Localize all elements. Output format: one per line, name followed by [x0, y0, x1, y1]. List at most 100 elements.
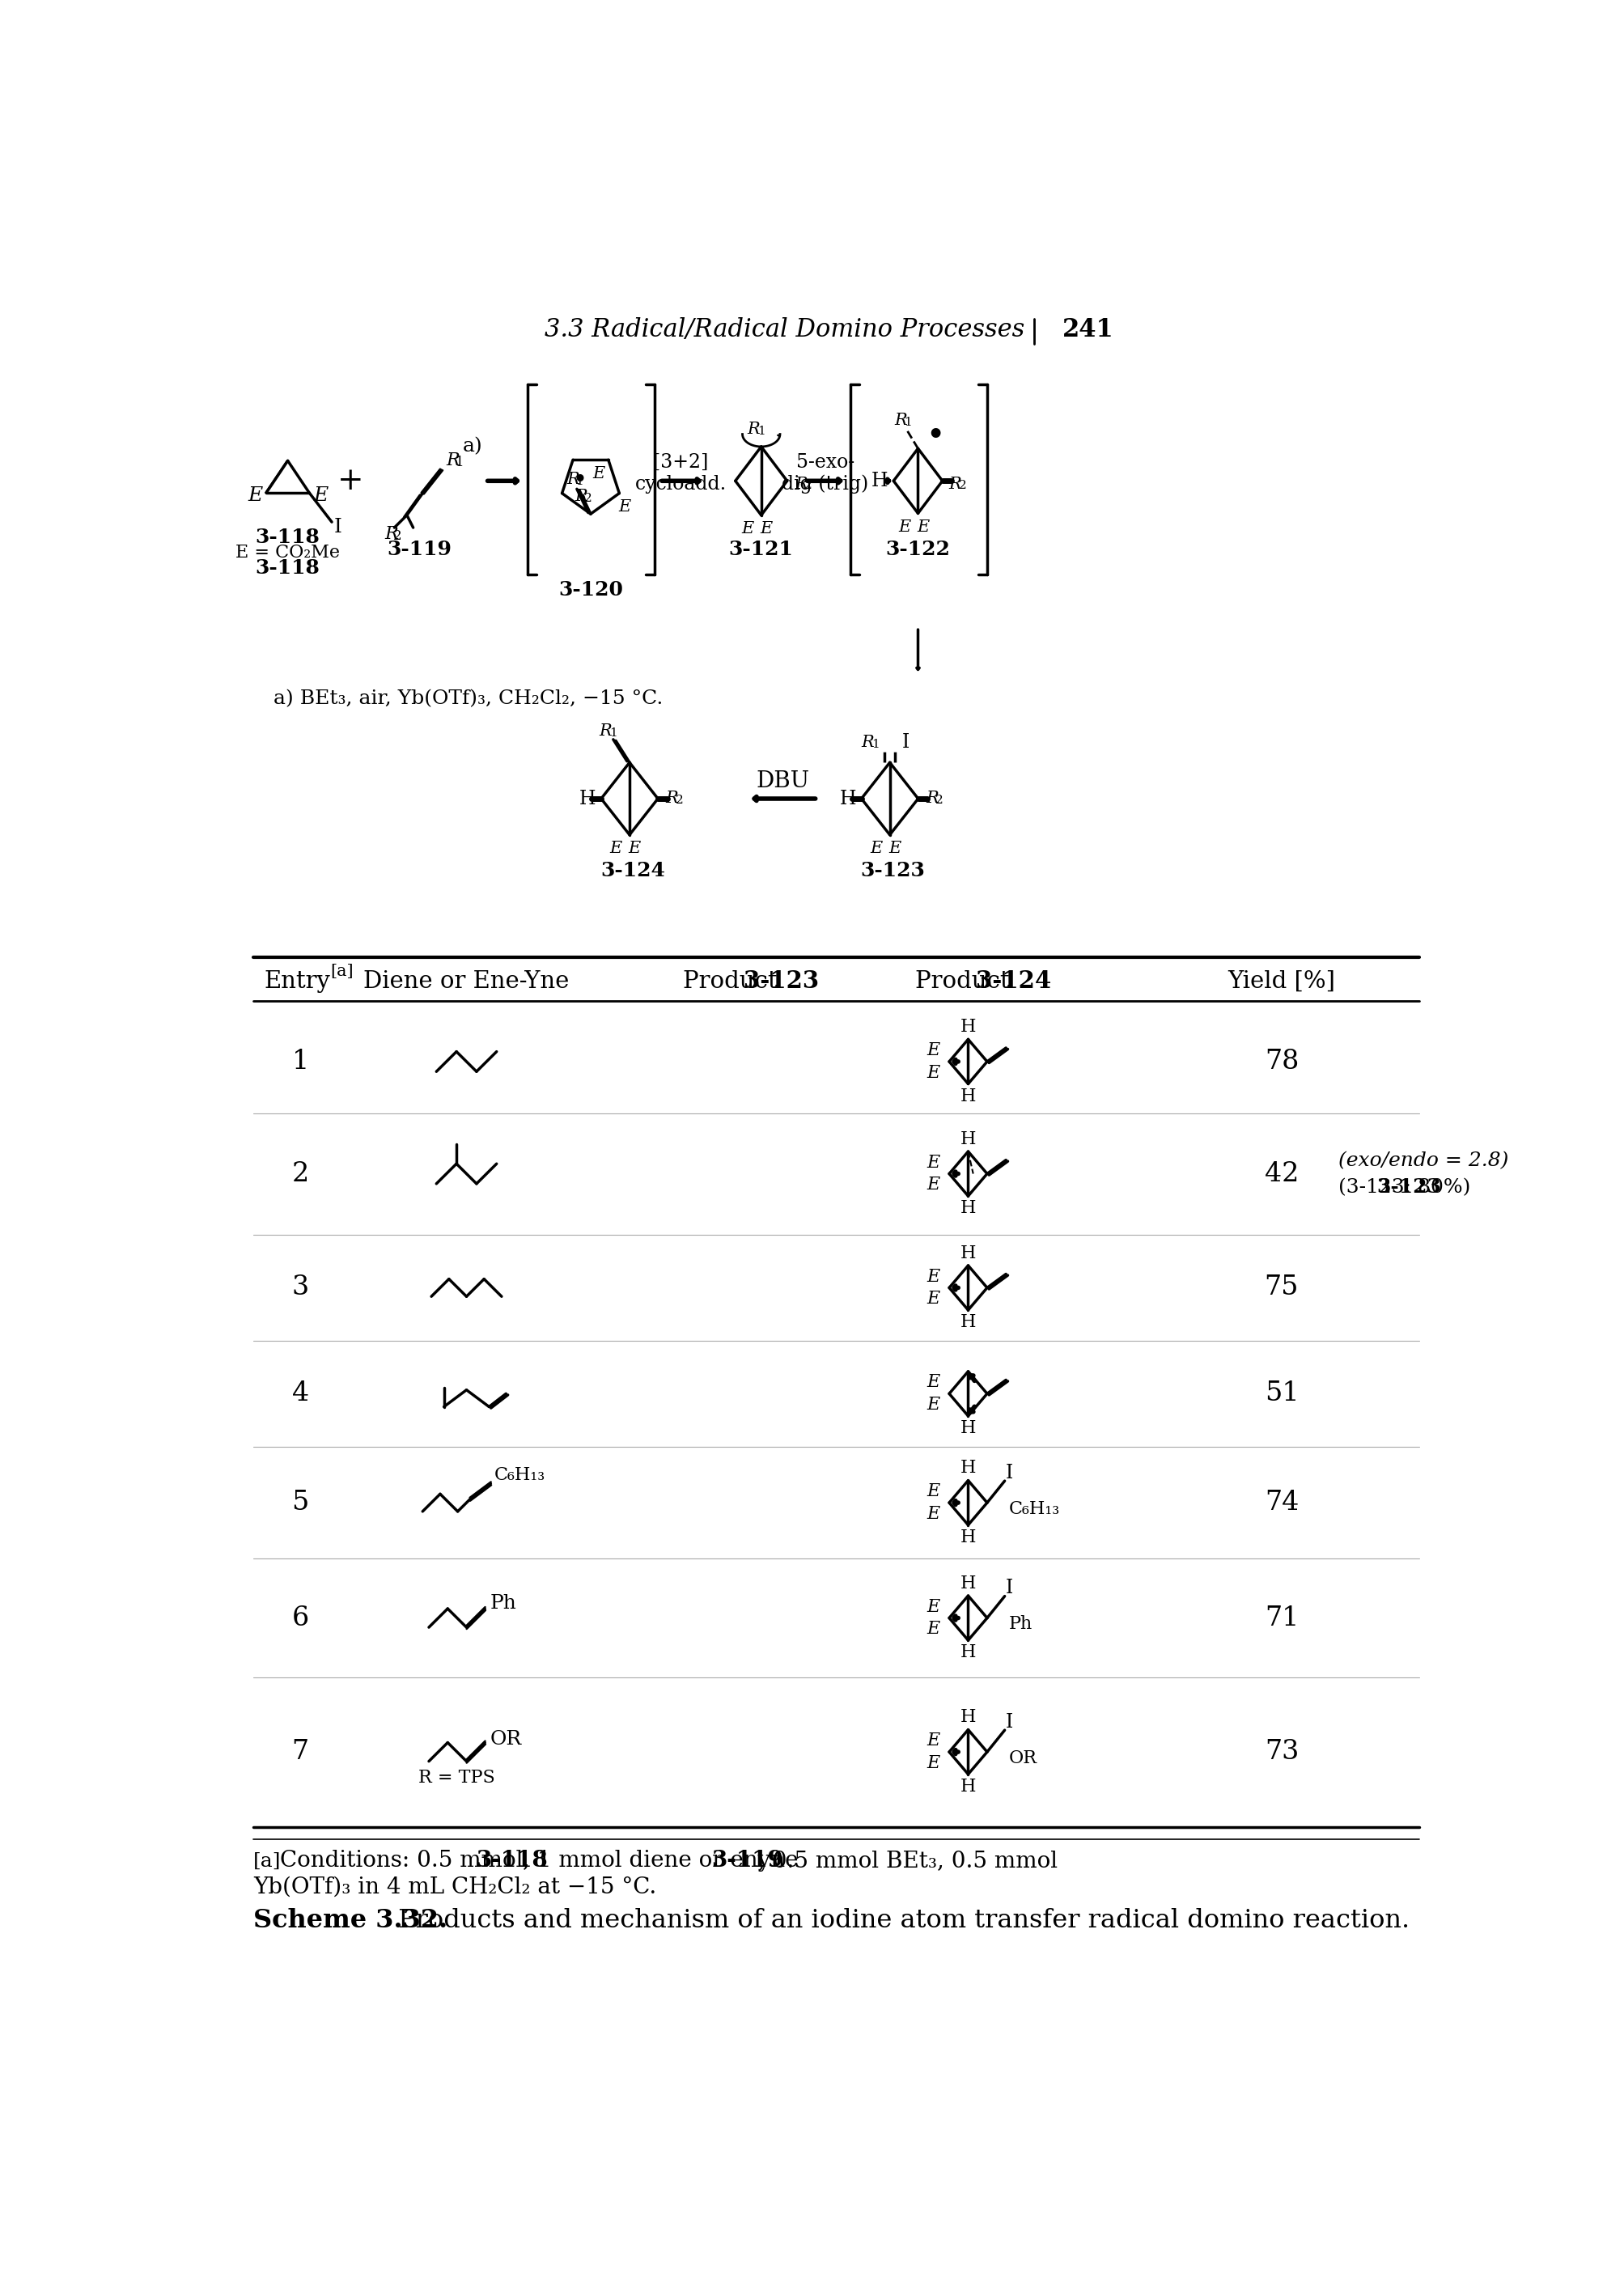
Text: E: E [926, 1154, 940, 1172]
Text: (3-123: 80%): (3-123: 80%) [1338, 1179, 1470, 1197]
Text: R: R [893, 413, 906, 429]
Text: 3: 3 [292, 1275, 309, 1301]
Text: 1: 1 [609, 727, 617, 739]
Text: 3-124: 3-124 [599, 860, 664, 881]
Text: 51: 51 [1263, 1381, 1298, 1406]
Text: 3-118: 3-118 [476, 1849, 547, 1872]
Text: R: R [567, 473, 580, 486]
Text: Yield [%]: Yield [%] [1228, 970, 1335, 993]
Text: E: E [926, 1289, 940, 1308]
Text: E: E [247, 486, 263, 505]
Text: 1: 1 [575, 475, 583, 486]
Text: 3-120: 3-120 [559, 580, 622, 599]
Text: H: H [960, 1459, 976, 1477]
Text: OR: OR [1009, 1750, 1036, 1766]
Text: R: R [575, 489, 586, 505]
Text: 3.3 Radical/Radical Domino Processes: 3.3 Radical/Radical Domino Processes [544, 317, 1025, 342]
Text: E: E [760, 521, 771, 537]
Text: E: E [926, 1732, 940, 1750]
Text: 78: 78 [1263, 1048, 1298, 1074]
Text: H: H [840, 789, 856, 807]
Text: 3-122: 3-122 [885, 539, 950, 560]
Text: E: E [926, 1374, 940, 1392]
Text: H: H [960, 1243, 976, 1262]
Text: I: I [901, 734, 909, 752]
Text: 4: 4 [292, 1381, 309, 1406]
Text: E: E [628, 842, 640, 856]
Text: 2: 2 [292, 1161, 309, 1186]
Text: R: R [948, 477, 961, 491]
Text: [3+2]: [3+2] [653, 452, 708, 473]
Text: , 0.5 mmol BEt₃, 0.5 mmol: , 0.5 mmol BEt₃, 0.5 mmol [758, 1849, 1057, 1872]
Text: R: R [861, 734, 874, 750]
Text: 1: 1 [870, 739, 879, 750]
Text: 241: 241 [1062, 317, 1112, 342]
Text: Product: Product [914, 970, 1017, 993]
Text: 2: 2 [804, 479, 812, 491]
Text: H: H [960, 1528, 976, 1546]
Text: Scheme 3.32.: Scheme 3.32. [253, 1909, 448, 1934]
Text: 3-123: 3-123 [1377, 1177, 1440, 1197]
Text: E: E [898, 518, 909, 535]
Text: , 1 mmol diene or enyne: , 1 mmol diene or enyne [523, 1849, 806, 1872]
Text: 2: 2 [676, 794, 682, 805]
Text: E: E [916, 518, 929, 535]
Text: 3-118: 3-118 [255, 557, 320, 578]
Text: H: H [960, 1645, 976, 1661]
Text: H: H [960, 1200, 976, 1218]
Text: cycloadd.: cycloadd. [635, 475, 726, 493]
Text: E: E [593, 466, 604, 482]
Text: E: E [926, 1397, 940, 1413]
Text: R: R [664, 791, 677, 805]
Text: Product: Product [682, 970, 784, 993]
Text: 2: 2 [935, 794, 944, 805]
Text: dig (trig): dig (trig) [781, 475, 869, 493]
Text: E: E [926, 1269, 940, 1285]
Text: E: E [313, 486, 328, 505]
Text: +: + [338, 466, 364, 496]
Text: Conditions: 0.5 mmol: Conditions: 0.5 mmol [279, 1849, 529, 1872]
Text: OR: OR [490, 1730, 521, 1748]
Text: H: H [960, 1131, 976, 1147]
Text: a) BEt₃, air, Yb(OTf)₃, CH₂Cl₂, −15 °C.: a) BEt₃, air, Yb(OTf)₃, CH₂Cl₂, −15 °C. [273, 690, 663, 709]
Text: [a]: [a] [253, 1851, 281, 1870]
Text: E: E [926, 1041, 940, 1060]
Text: Entry: Entry [265, 970, 330, 993]
Text: H: H [960, 1574, 976, 1592]
Text: I: I [1005, 1464, 1012, 1482]
Text: E: E [926, 1064, 940, 1083]
Text: R = TPS: R = TPS [419, 1769, 495, 1787]
Text: E = CO₂Me: E = CO₂Me [235, 544, 339, 562]
Text: 3-119: 3-119 [387, 539, 451, 560]
Text: 42: 42 [1263, 1161, 1298, 1186]
Text: E: E [741, 521, 754, 537]
Text: H: H [960, 1778, 976, 1796]
Text: a): a) [463, 438, 482, 457]
Text: 3-119: 3-119 [711, 1849, 783, 1872]
Text: R: R [445, 452, 460, 470]
Text: C₆H₁₃: C₆H₁₃ [1009, 1500, 1060, 1519]
Text: 3-118: 3-118 [255, 528, 320, 546]
Text: 2: 2 [393, 530, 401, 544]
Text: [a]: [a] [330, 963, 354, 980]
Text: I: I [1005, 1578, 1012, 1597]
Text: I: I [1005, 1714, 1012, 1732]
Text: H: H [960, 1420, 976, 1438]
Text: H: H [960, 1019, 976, 1037]
Text: H: H [870, 473, 888, 491]
Text: R: R [926, 791, 937, 805]
Text: DBU: DBU [757, 771, 809, 791]
Text: 71: 71 [1263, 1606, 1298, 1631]
Text: R: R [747, 422, 760, 436]
Text: E: E [926, 1505, 940, 1523]
Text: 2: 2 [585, 493, 593, 505]
Text: E: E [926, 1755, 940, 1771]
Text: E: E [617, 500, 630, 514]
Text: 3-123: 3-123 [744, 970, 818, 993]
Text: Products and mechanism of an iodine atom transfer radical domino reaction.: Products and mechanism of an iodine atom… [390, 1909, 1410, 1934]
Text: 3-123: 3-123 [861, 860, 924, 881]
Text: 73: 73 [1263, 1739, 1298, 1764]
Text: •: • [572, 468, 586, 493]
Text: R: R [794, 477, 807, 491]
Text: •: • [927, 422, 944, 447]
